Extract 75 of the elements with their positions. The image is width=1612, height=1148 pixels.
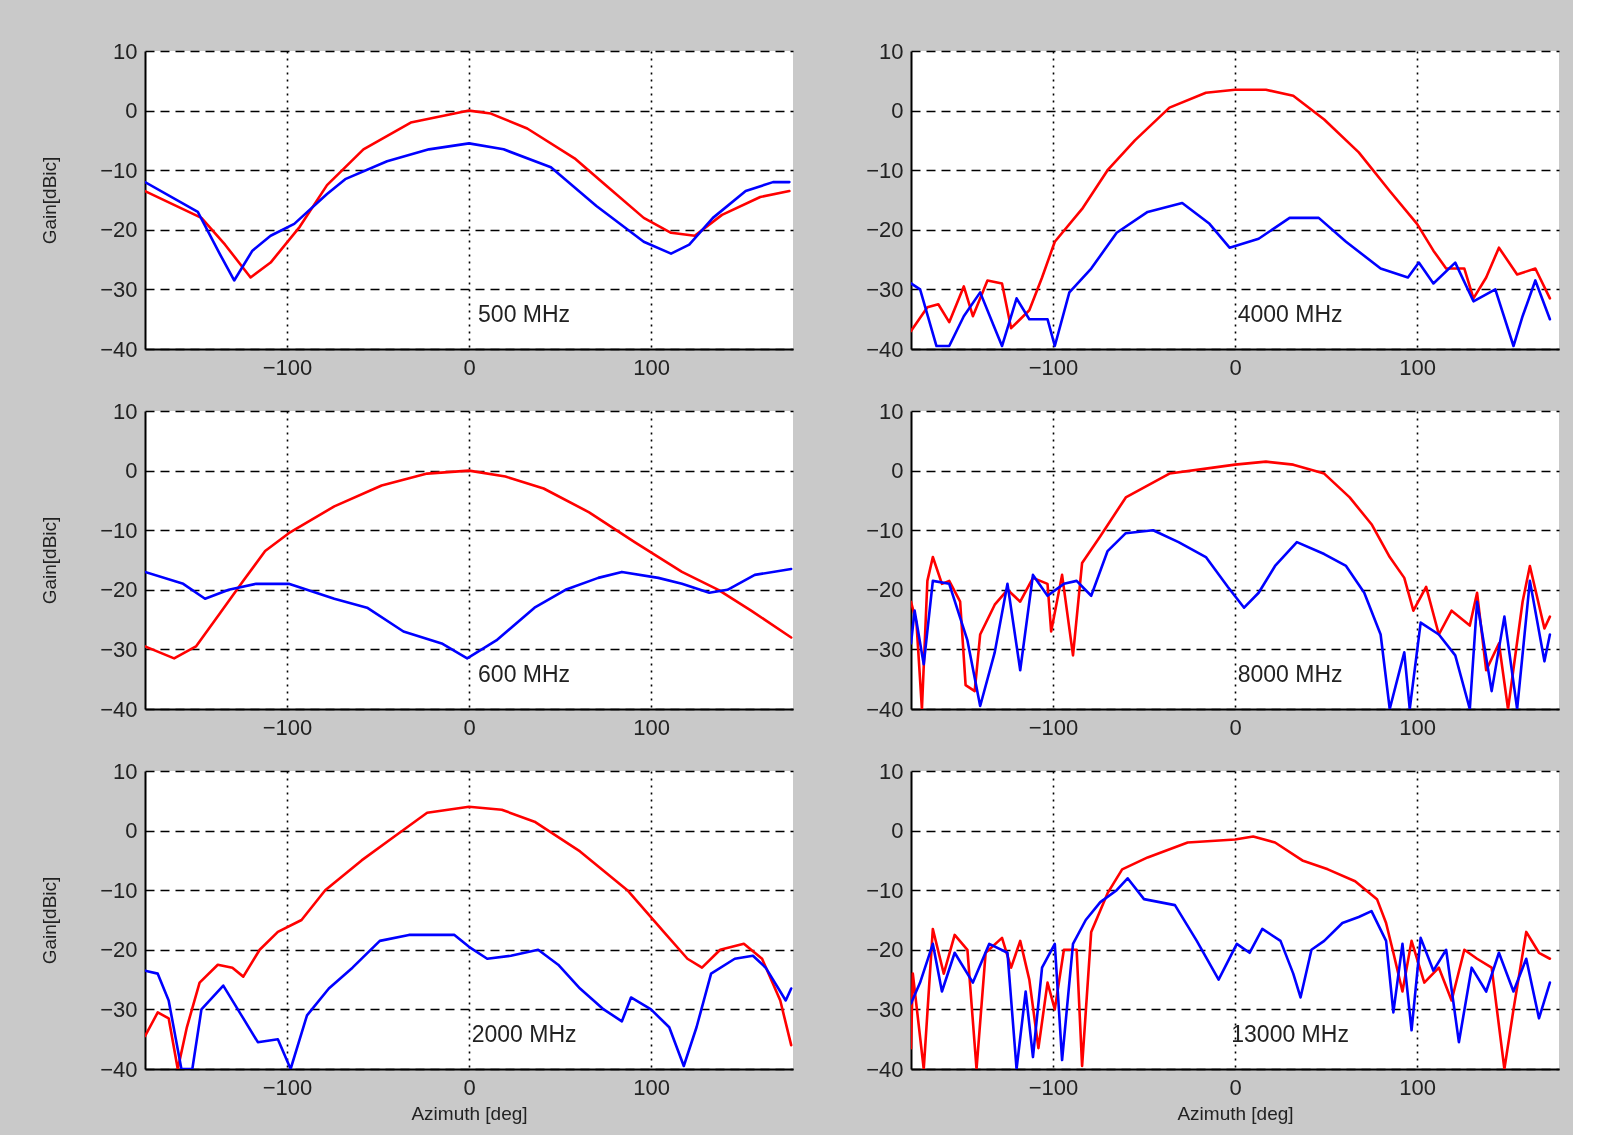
y-tick-label: −40 <box>866 1056 904 1082</box>
y-tick-label: 10 <box>113 398 138 424</box>
y-tick-label: −10 <box>866 877 904 903</box>
y-tick-label: −30 <box>100 636 138 662</box>
line-series <box>145 469 793 660</box>
x-axis-title: Azimuth [deg] <box>411 1102 528 1124</box>
y-tick-label: −20 <box>100 937 138 963</box>
y-tick-label: −20 <box>866 217 904 243</box>
y-tick-label: −10 <box>100 157 138 183</box>
y-axis-title: Gain[dBic] <box>39 516 61 605</box>
line-series <box>911 460 1552 709</box>
x-tick-label: 100 <box>633 714 670 740</box>
y-tick-label: −40 <box>100 696 138 722</box>
line-series <box>911 201 1552 348</box>
x-tick-label: −100 <box>262 714 313 740</box>
y-tick-label: −40 <box>866 696 904 722</box>
x-tick-label: 0 <box>463 714 476 740</box>
y-tick-label: −30 <box>866 636 904 662</box>
x-tick-label: 100 <box>633 1074 670 1100</box>
x-tick-label: 0 <box>463 354 476 380</box>
y-axis-title: Gain[dBic] <box>39 156 61 245</box>
y-tick-label: −10 <box>100 517 138 543</box>
annotation: 13000 MHz <box>1231 1020 1349 1047</box>
y-tick-label: 0 <box>891 818 904 844</box>
y-tick-label: 0 <box>125 458 138 484</box>
y-tick-label: −20 <box>100 577 138 603</box>
y-tick-label: −30 <box>866 996 904 1022</box>
x-tick-label: −100 <box>1028 714 1079 740</box>
y-tick-label: −40 <box>100 336 138 362</box>
line-series <box>911 88 1552 333</box>
x-tick-label: 100 <box>1399 354 1436 380</box>
y-tick-label: −20 <box>866 937 904 963</box>
x-tick-label: 0 <box>1229 714 1242 740</box>
y-tick-label: −10 <box>866 157 904 183</box>
annotation: 8000 MHz <box>1237 660 1343 687</box>
y-tick-label: 10 <box>879 38 904 64</box>
x-tick-label: 100 <box>1399 1074 1436 1100</box>
line-series <box>911 876 1552 1069</box>
y-tick-label: 10 <box>879 398 904 424</box>
y-tick-label: 0 <box>125 818 138 844</box>
y-tick-label: −30 <box>100 276 138 302</box>
y-tick-label: 0 <box>125 98 138 124</box>
x-axis-title: Azimuth [deg] <box>1177 1102 1294 1124</box>
line-series <box>911 835 1552 1069</box>
x-tick-label: 100 <box>633 354 670 380</box>
x-tick-label: −100 <box>262 354 313 380</box>
annotation: 600 MHz <box>478 660 571 687</box>
y-tick-label: 10 <box>113 38 138 64</box>
annotation: 500 MHz <box>478 300 571 327</box>
x-tick-label: 100 <box>1399 714 1436 740</box>
x-tick-label: −100 <box>262 1074 313 1100</box>
y-tick-label: −30 <box>100 996 138 1022</box>
x-tick-label: 0 <box>1229 354 1242 380</box>
line-series <box>911 528 1552 709</box>
y-tick-label: −20 <box>866 577 904 603</box>
y-tick-label: −10 <box>100 877 138 903</box>
y-tick-label: 0 <box>891 98 904 124</box>
y-tick-label: 10 <box>113 758 138 784</box>
line-series <box>145 142 791 282</box>
line-series <box>145 109 791 279</box>
y-tick-label: −10 <box>866 517 904 543</box>
y-tick-label: 0 <box>891 458 904 484</box>
x-tick-label: −100 <box>1028 354 1079 380</box>
x-tick-label: 0 <box>1229 1074 1242 1100</box>
line-series <box>145 567 793 660</box>
x-tick-label: −100 <box>1028 1074 1079 1100</box>
x-tick-label: 0 <box>463 1074 476 1100</box>
y-tick-label: 10 <box>879 758 904 784</box>
y-tick-label: −20 <box>100 217 138 243</box>
y-tick-label: −30 <box>866 276 904 302</box>
y-tick-label: −40 <box>866 336 904 362</box>
annotation: 2000 MHz <box>471 1020 577 1047</box>
annotation: 4000 MHz <box>1237 300 1343 327</box>
y-tick-label: −40 <box>100 1056 138 1082</box>
y-axis-title: Gain[dBic] <box>39 876 61 965</box>
